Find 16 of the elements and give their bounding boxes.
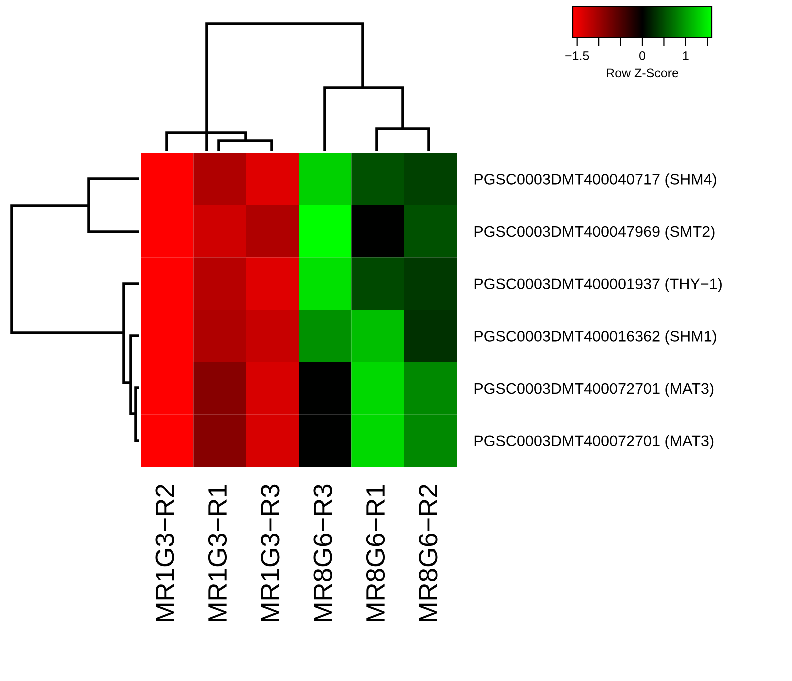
- color-bar-label: 0: [640, 52, 646, 60]
- x-tick-label: MR1G3−R1: [208, 484, 228, 622]
- y-tick-label: PGSC0003DMT400072701 (MAT3): [474, 435, 714, 450]
- y-tick-label: PGSC0003DMT400016362 (SHM1): [474, 330, 716, 345]
- color-bar-label: −1.5: [566, 52, 590, 60]
- y-tick-label: PGSC0003DMT400040717 (SHM4): [474, 174, 716, 188]
- color-bar-label: 1: [683, 52, 689, 60]
- x-tick-label: MR8G6−R1: [366, 484, 386, 622]
- x-tick-label: MR1G3−R2: [156, 484, 174, 622]
- y-tick-label: PGSC0003DMT400047969 (SMT2): [474, 226, 715, 240]
- y-tick-label: PGSC0003DMT400001937 (THY−1): [474, 278, 722, 293]
- y-tick-label: PGSC0003DMT400072701 (MAT3): [474, 382, 714, 398]
- color-bar-title: Row Z-Score: [607, 68, 678, 78]
- x-tick-label: MR8G6−R2: [419, 484, 438, 622]
- x-tick-label: MR8G6−R3: [314, 484, 332, 622]
- x-tick-label: MR1G3−R3: [261, 484, 280, 622]
